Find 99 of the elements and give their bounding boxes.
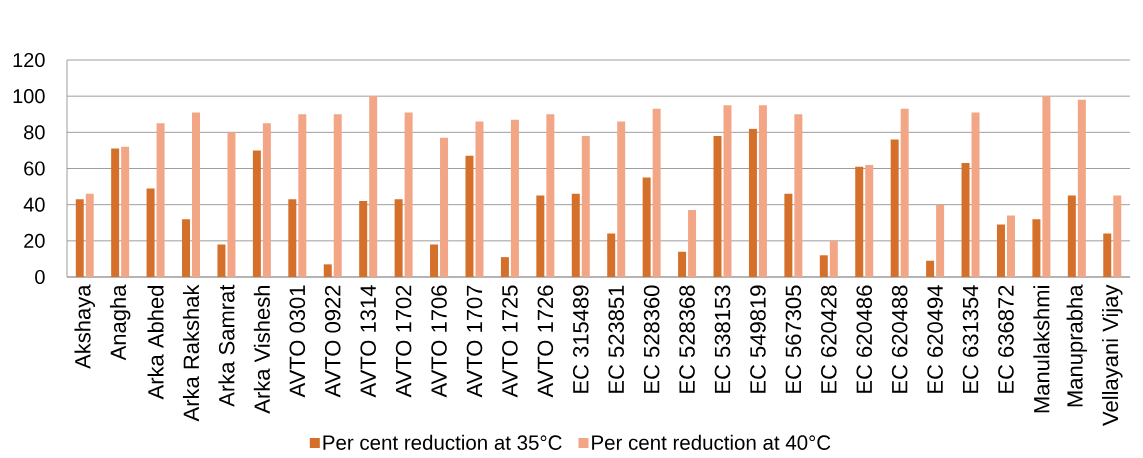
x-tick-label: AVTO 1702	[395, 285, 412, 398]
x-tick-label: Arka Rakshak	[182, 284, 200, 422]
bar	[1006, 215, 1015, 277]
bar	[546, 114, 555, 277]
bar	[784, 193, 793, 277]
bar	[865, 164, 874, 277]
bar	[323, 264, 332, 277]
bar	[111, 148, 120, 277]
x-tick-label: EC 636872	[998, 285, 1014, 393]
x-tick-label: EC 567305	[785, 285, 802, 393]
bar	[1103, 233, 1112, 277]
bar	[961, 163, 970, 277]
x-tick-label: Vellayani Vijay	[1102, 284, 1123, 426]
bar	[1077, 99, 1086, 277]
bar	[1032, 219, 1041, 277]
x-tick-label: EC 549819	[750, 285, 766, 393]
bar	[192, 112, 201, 277]
x-tick-label: EC 620486	[856, 285, 873, 393]
bar	[394, 199, 403, 277]
bar	[713, 135, 722, 277]
y-tick-label: 100	[13, 89, 45, 104]
bar	[146, 188, 155, 277]
bar	[1113, 195, 1122, 277]
legend-label: Per cent reduction at 40°C	[592, 434, 831, 450]
y-tick-label: 40	[23, 197, 45, 212]
x-tick-label: AVTO 1314	[360, 285, 376, 398]
x-tick-label: Akshaya	[74, 284, 95, 369]
bar	[678, 251, 687, 277]
bar	[440, 137, 449, 277]
x-tick-label: AVTO 0922	[324, 285, 341, 398]
x-tick-label: EC 631354	[962, 285, 979, 393]
y-tick-label: 60	[24, 161, 45, 176]
bar	[465, 155, 474, 277]
bar	[855, 166, 864, 277]
x-tick-label: EC 528360	[643, 285, 660, 393]
bar	[607, 233, 616, 277]
bar	[75, 199, 84, 277]
bar	[227, 132, 236, 277]
bar	[642, 177, 651, 277]
bar	[971, 112, 980, 277]
x-tick-label: Anagha	[109, 284, 131, 361]
bar	[510, 119, 519, 277]
x-tick-label: EC 538153	[714, 285, 731, 393]
y-tick-label: 80	[24, 125, 45, 140]
bar	[581, 135, 590, 277]
bar	[252, 150, 261, 277]
bar	[758, 105, 767, 277]
x-tick-label: EC 620428	[821, 285, 837, 393]
bar	[288, 199, 297, 277]
x-tick-label: EC 523851	[608, 285, 624, 393]
bar	[900, 108, 909, 277]
x-tick-label: Manuprabha	[1066, 284, 1088, 407]
bar	[430, 244, 439, 277]
x-tick-label: AVTO 1706	[431, 285, 447, 398]
bar	[333, 114, 342, 277]
y-tick-label: 120	[13, 52, 45, 68]
legend-label: Per cent reduction at 35°C	[323, 434, 562, 450]
bar	[1067, 195, 1076, 277]
bar	[475, 121, 484, 277]
bar	[369, 96, 378, 277]
bar	[156, 123, 165, 277]
bar	[890, 139, 899, 277]
x-tick-label: Arka Vishesh	[253, 285, 270, 414]
x-tick-label: EC 620494	[927, 285, 943, 393]
x-tick-label: Arka Samrat	[218, 284, 235, 407]
bar	[1042, 96, 1051, 277]
bar	[819, 255, 828, 277]
bar	[298, 114, 307, 277]
bar	[404, 112, 413, 277]
bar	[182, 219, 191, 277]
bar	[829, 240, 838, 277]
x-tick-label: EC 315489	[572, 285, 589, 393]
bar	[85, 193, 94, 277]
bar	[926, 260, 935, 277]
y-tick-label: 0	[35, 269, 45, 285]
bar	[571, 193, 580, 277]
bar	[996, 224, 1005, 277]
bar	[536, 195, 545, 277]
x-tick-label: Arka Abhed	[147, 285, 164, 400]
y-tick-label: 20	[24, 233, 45, 248]
bar	[652, 108, 661, 277]
bar	[748, 128, 757, 277]
bar	[794, 114, 803, 277]
x-tick-label: AVTO 1725	[502, 285, 518, 398]
x-tick-label: EC 528368	[679, 285, 695, 393]
bar	[723, 105, 732, 277]
bar	[617, 121, 626, 277]
bar	[688, 210, 697, 277]
x-tick-label: AVTO 1707	[466, 285, 483, 398]
bar	[500, 257, 509, 277]
bar	[121, 146, 130, 277]
x-tick-label: EC 620488	[891, 285, 908, 393]
bar	[359, 201, 368, 277]
bar	[217, 244, 226, 277]
x-tick-label: AVTO 0301	[289, 285, 306, 398]
bar	[262, 123, 271, 277]
x-tick-label: Manulakshmi	[1033, 286, 1050, 413]
x-tick-label: AVTO 1726	[537, 285, 554, 398]
bar	[936, 204, 945, 277]
